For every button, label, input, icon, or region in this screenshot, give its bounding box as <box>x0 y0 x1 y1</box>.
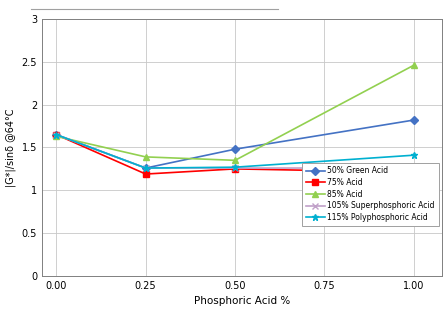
115% Polyphosphoric Acid <box>233 165 238 169</box>
105% Superphosphoric Acid <box>54 133 59 136</box>
115% Polyphosphoric Acid <box>54 133 59 136</box>
85% Acid <box>411 63 417 67</box>
Legend: 50% Green Acid, 75% Acid, 85% Acid, 105% Superphosphoric Acid, 115% Polyphosphor: 50% Green Acid, 75% Acid, 85% Acid, 105%… <box>302 163 439 226</box>
75% Acid <box>143 172 148 176</box>
75% Acid <box>233 167 238 171</box>
Line: 85% Acid: 85% Acid <box>53 62 417 163</box>
115% Polyphosphoric Acid <box>143 166 148 170</box>
X-axis label: Phosphoric Acid %: Phosphoric Acid % <box>194 296 290 306</box>
Line: 105% Superphosphoric Acid: 105% Superphosphoric Acid <box>53 132 417 171</box>
Line: 75% Acid: 75% Acid <box>53 132 417 177</box>
85% Acid <box>143 155 148 159</box>
105% Superphosphoric Acid <box>411 166 417 170</box>
85% Acid <box>54 134 59 138</box>
85% Acid <box>233 158 238 162</box>
75% Acid <box>54 133 59 136</box>
Y-axis label: |G*|/sinδ @64°C: |G*|/sinδ @64°C <box>5 108 16 187</box>
50% Green Acid <box>411 118 417 122</box>
75% Acid <box>411 170 417 174</box>
Line: 115% Polyphosphoric Acid: 115% Polyphosphoric Acid <box>53 131 417 172</box>
115% Polyphosphoric Acid <box>411 153 417 157</box>
50% Green Acid <box>143 166 148 170</box>
50% Green Acid <box>233 147 238 151</box>
Line: 50% Green Acid: 50% Green Acid <box>53 117 417 171</box>
105% Superphosphoric Acid <box>233 166 238 170</box>
105% Superphosphoric Acid <box>143 166 148 170</box>
50% Green Acid <box>54 133 59 136</box>
